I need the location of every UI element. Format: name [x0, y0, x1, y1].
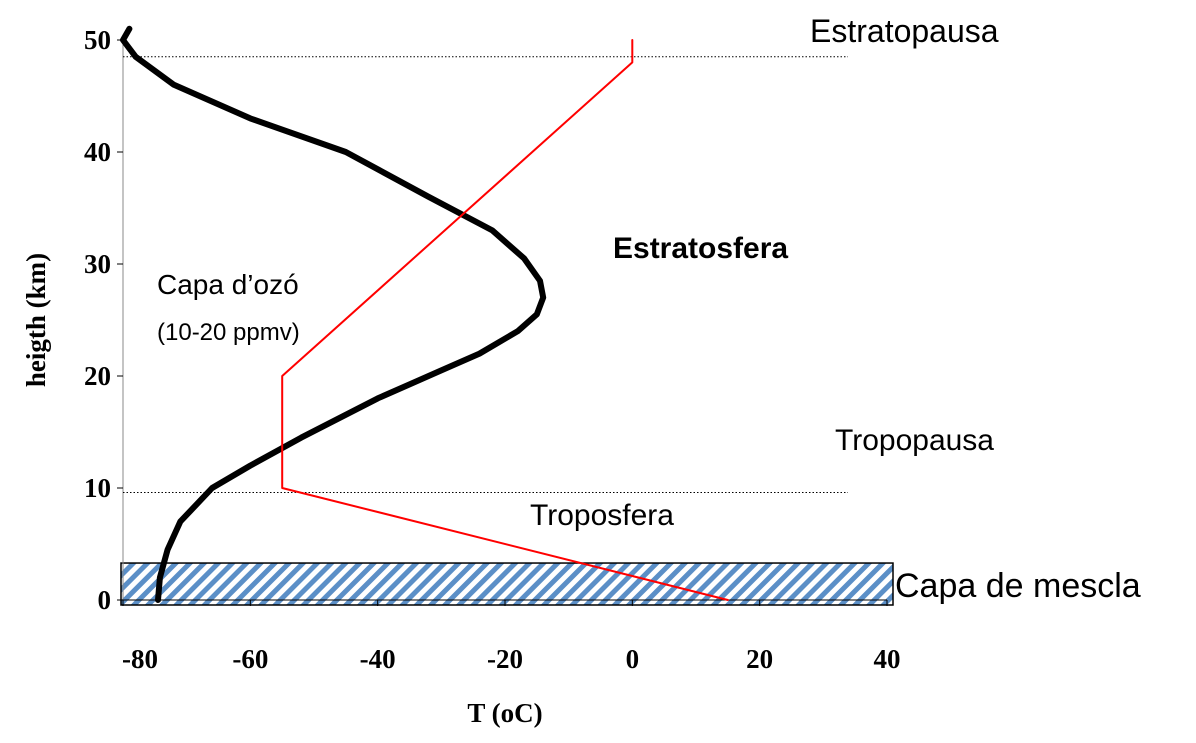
y-axis-title: heigth (km) — [21, 253, 51, 387]
annotation: Capa de mescla — [895, 567, 1141, 605]
x-tick-label: 40 — [874, 644, 901, 674]
mixing-layer — [120, 562, 894, 606]
line — [281, 39, 729, 601]
annotation: Estratopausa — [810, 13, 999, 49]
y-tick-label: 40 — [84, 137, 111, 167]
y-tick-label: 0 — [98, 585, 112, 615]
annotation: Troposfera — [530, 499, 674, 532]
x-tick-label: -80 — [122, 644, 158, 674]
x-tick-label: -60 — [232, 644, 268, 674]
y-tick-label: 20 — [84, 361, 111, 391]
annotation: (10-20 ppmv) — [157, 319, 300, 346]
x-tick-label: -20 — [487, 644, 523, 674]
line — [120, 25, 547, 603]
x-tick-label: 20 — [746, 644, 773, 674]
x-tick-label: -40 — [360, 644, 396, 674]
annotation: Tropopausa — [835, 424, 994, 457]
annotation: Estratosfera — [613, 232, 788, 265]
annotation: Capa d’ozó — [157, 269, 299, 300]
y-tick-label: 50 — [84, 25, 111, 55]
y-tick-label: 10 — [84, 473, 111, 503]
x-axis-title: T (oC) — [467, 698, 542, 728]
x-tick-label: 0 — [626, 644, 640, 674]
y-tick-label: 30 — [84, 249, 111, 279]
